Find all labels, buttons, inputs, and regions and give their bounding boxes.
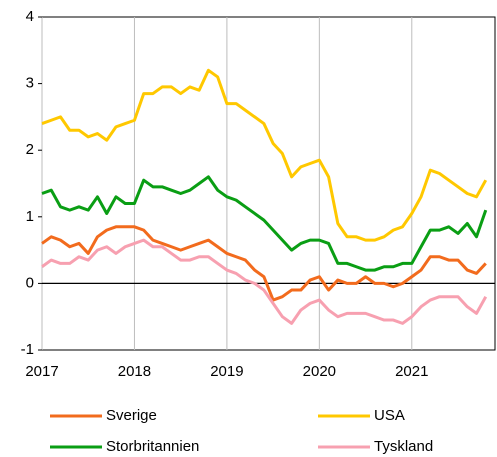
y-tick-label: 4 [26,8,34,25]
legend-label: Sverige [106,407,157,424]
legend-label: Tyskland [374,438,433,455]
x-tick-label: 2021 [395,363,428,380]
y-tick-label: 1 [26,208,34,225]
series-line [41,225,487,302]
x-tick-label: 2018 [118,363,151,380]
y-tick-label: 2 [26,141,34,158]
series-line [41,68,488,242]
legend-label: USA [374,407,405,424]
x-tick-label: 2019 [210,363,243,380]
x-tick-label: 2020 [303,363,336,380]
x-tick-label: 2017 [25,363,58,380]
series-line [41,238,488,325]
y-tick-label: 0 [26,274,34,291]
series-line [41,175,488,272]
y-tick-label: 3 [26,75,34,92]
y-tick-label: -1 [21,341,34,358]
legend-label: Storbritannien [106,438,199,455]
